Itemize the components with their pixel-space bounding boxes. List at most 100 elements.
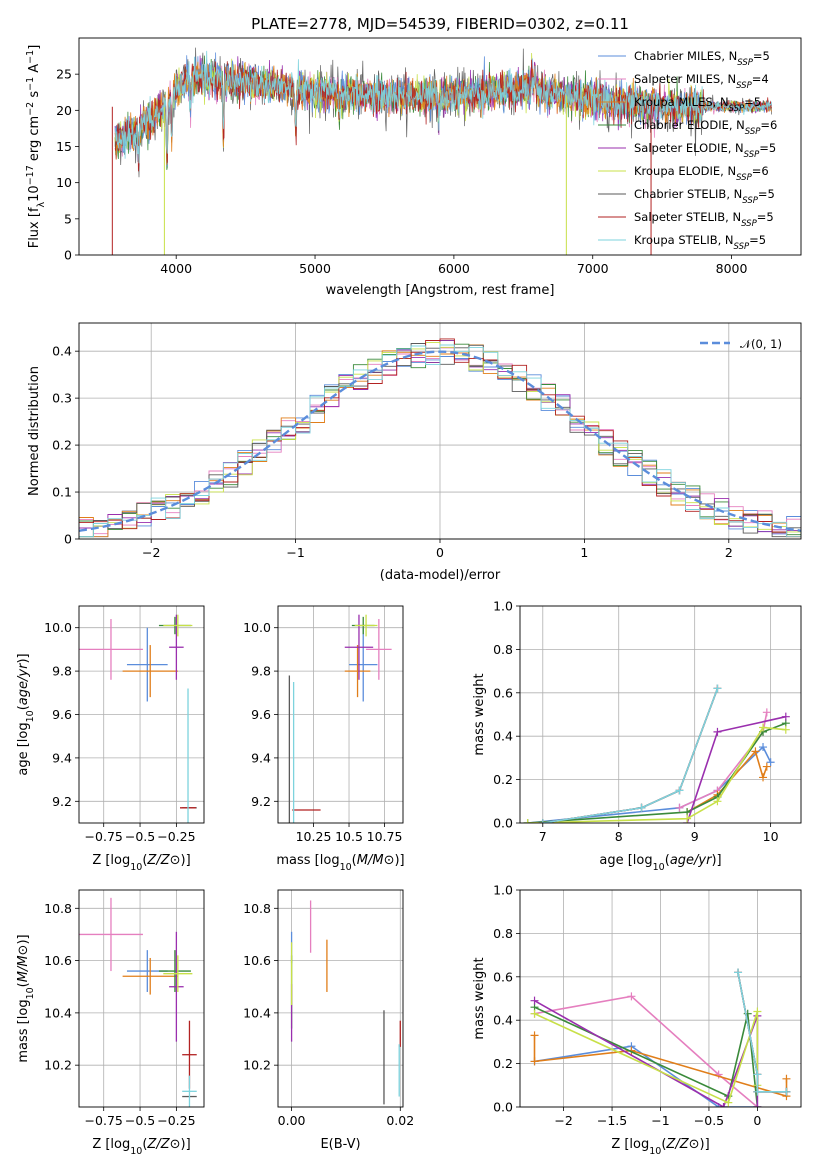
spectrum-line-kroupa-stelib	[114, 50, 772, 164]
x-tick-label: 7000	[577, 261, 609, 276]
weight-marker	[724, 1098, 733, 1107]
residuals-frame	[78, 322, 802, 540]
x-tick-label: 10	[763, 829, 779, 844]
x-tick-label: 0.02	[386, 1113, 414, 1128]
x-tick-label: −0.5	[125, 1113, 155, 1128]
x-tick-label: 2	[725, 545, 733, 560]
legend-entry: Salpeter ELODIE, NSSP=5	[634, 141, 776, 160]
y-tick-label: 9.4	[251, 750, 271, 765]
weight-line-kroupa-stelib	[542, 688, 719, 823]
legend-entry: Chabrier MILES, NSSP=5	[634, 49, 770, 68]
weight-marker	[675, 786, 684, 795]
massweight_vs_Z-frame	[519, 889, 802, 1108]
residuals-panel: −2 −1 0 1 2 0 0.1 0.2 0.3 0.4 𝒩(0, 1) (data-model)/…	[27, 322, 802, 583]
errorbar-point	[182, 1075, 197, 1107]
spectrum-line-salpeter-stelib	[114, 59, 772, 172]
weight-line-chabrier-miles	[527, 745, 772, 823]
weight-marker	[719, 1103, 728, 1107]
y-tick-label: 10.0	[44, 620, 72, 635]
massweight_vs_age-panel: 7 8 9 10 0.0 0.2 0.4 0.6 0.8 1.0 age [log10(age/yr…	[472, 599, 802, 873]
y-tick-label: 10.8	[243, 901, 271, 916]
x-tick-label: −2	[142, 545, 160, 560]
weight-marker	[753, 1070, 762, 1079]
y-tick-label: 0.3	[52, 391, 72, 406]
weight-marker	[713, 797, 722, 806]
age_vs_Z-frame	[78, 605, 205, 824]
errorbar-point	[122, 957, 178, 995]
legend-entry: Salpeter STELIB, NSSP=5	[634, 210, 774, 229]
x-axis-label: mass [log10(M/M⊙)]	[276, 853, 404, 873]
x-tick-label: 9	[691, 829, 699, 844]
weight-marker	[753, 1007, 762, 1016]
y-tick-label: 1.0	[493, 883, 513, 898]
y-tick-label: 0.2	[493, 1056, 513, 1071]
y-axis-label: age [log10(age/yr)]	[16, 653, 36, 775]
weight-line-kroupa-stelib	[737, 972, 787, 1093]
weight-line-chabrier-elodie	[534, 1006, 759, 1107]
errorbar-point	[79, 897, 143, 972]
y-axis-label: Flux [fλ10−17 erg cm−2 s−1 A−1]	[25, 45, 47, 249]
x-axis-label: E(B-V)	[320, 1137, 360, 1152]
y-tick-label: 25	[56, 67, 72, 82]
y-axis-label: mass weight	[472, 957, 487, 1039]
x-tick-label: 8000	[716, 261, 748, 276]
weight-marker	[683, 814, 692, 823]
massweight_vs_Z-panel: −2 −1.5 −1 −0.5 0 0.0 0.2 0.4 0.6 0.8 1.0 Z [log10(…	[472, 883, 802, 1157]
x-tick-label: 7	[539, 829, 547, 844]
x-tick-label: 0.00	[278, 1113, 306, 1128]
spectrum-panel: 4000 5000 6000 7000 8000 0 5 10 15 20 25 wavelength…	[25, 37, 802, 298]
x-axis-label: Z [log10(Z/Z⊙)]	[611, 1137, 709, 1157]
x-tick-label: −1	[286, 545, 304, 560]
errorbar-point	[163, 614, 193, 637]
mass_vs_ebv-frame	[277, 889, 404, 1108]
errorbar-point	[344, 645, 371, 698]
weight-marker	[530, 996, 539, 1005]
age_vs_mass-panel: 10.25 10.5 10.75 9.2 9.4 9.6 9.8 10.0 mass [log1…	[243, 605, 405, 873]
y-tick-label: 10.2	[44, 1058, 72, 1073]
weight-marker	[714, 1070, 723, 1079]
y-tick-label: 15	[56, 139, 72, 154]
massweight_vs_age-plot-area	[523, 684, 790, 823]
weight-line-salpeter-miles	[534, 995, 758, 1107]
x-tick-label: 8	[615, 829, 623, 844]
weight-marker	[753, 1103, 762, 1107]
x-tick-label: −0.25	[157, 1113, 195, 1128]
weight-marker	[766, 758, 775, 767]
x-tick-label: 4000	[160, 261, 192, 276]
x-tick-label: 10.75	[367, 829, 403, 844]
mass_vs_ebv-plot-area	[290, 900, 401, 1105]
age_vs_Z-plot-area	[79, 614, 197, 823]
x-tick-label: −0.5	[694, 1113, 724, 1128]
y-tick-label: 0.6	[493, 685, 513, 700]
errorbar-point	[169, 614, 184, 680]
y-tick-label: 10.4	[243, 1005, 271, 1020]
x-tick-label: −2	[554, 1113, 572, 1128]
weight-marker	[530, 1031, 539, 1040]
legend-entry: Kroupa STELIB, NSSP=5	[634, 233, 766, 252]
x-tick-label: 1	[580, 545, 588, 560]
legend-entry: Kroupa MILES, NSSP=5	[634, 95, 761, 114]
y-axis-label: mass weight	[472, 673, 487, 755]
y-tick-label: 10.6	[243, 953, 271, 968]
legend-entry: Chabrier STELIB, NSSP=5	[634, 187, 775, 206]
y-tick-label: 5	[64, 211, 72, 226]
y-tick-label: 9.6	[251, 707, 271, 722]
y-tick-label: 9.8	[251, 664, 271, 679]
x-tick-label: 10.5	[335, 829, 363, 844]
histogram-kroupa-stelib	[79, 344, 801, 538]
y-tick-label: 0.2	[493, 772, 513, 787]
errorbar-point	[169, 931, 184, 1042]
x-tick-label: 0	[436, 545, 444, 560]
weight-line-chabrier-elodie	[527, 722, 787, 823]
weight-line-kroupa-elodie	[534, 1011, 759, 1104]
y-tick-label: 0.1	[52, 485, 72, 500]
x-tick-label: 10.25	[296, 829, 332, 844]
y-axis-label: Normed distribution	[27, 366, 42, 496]
x-axis-label: (data-model)/error	[380, 568, 501, 583]
weight-marker	[762, 762, 771, 771]
legend-entry: Kroupa ELODIE, NSSP=6	[634, 164, 769, 183]
weight-marker	[675, 803, 684, 812]
age_vs_Z-panel: −0.75 −0.5 −0.25 9.2 9.4 9.6 9.8 10.0 Z [log10(Z…	[16, 605, 205, 873]
legend-entry: Chabrier ELODIE, NSSP=6	[634, 118, 777, 137]
